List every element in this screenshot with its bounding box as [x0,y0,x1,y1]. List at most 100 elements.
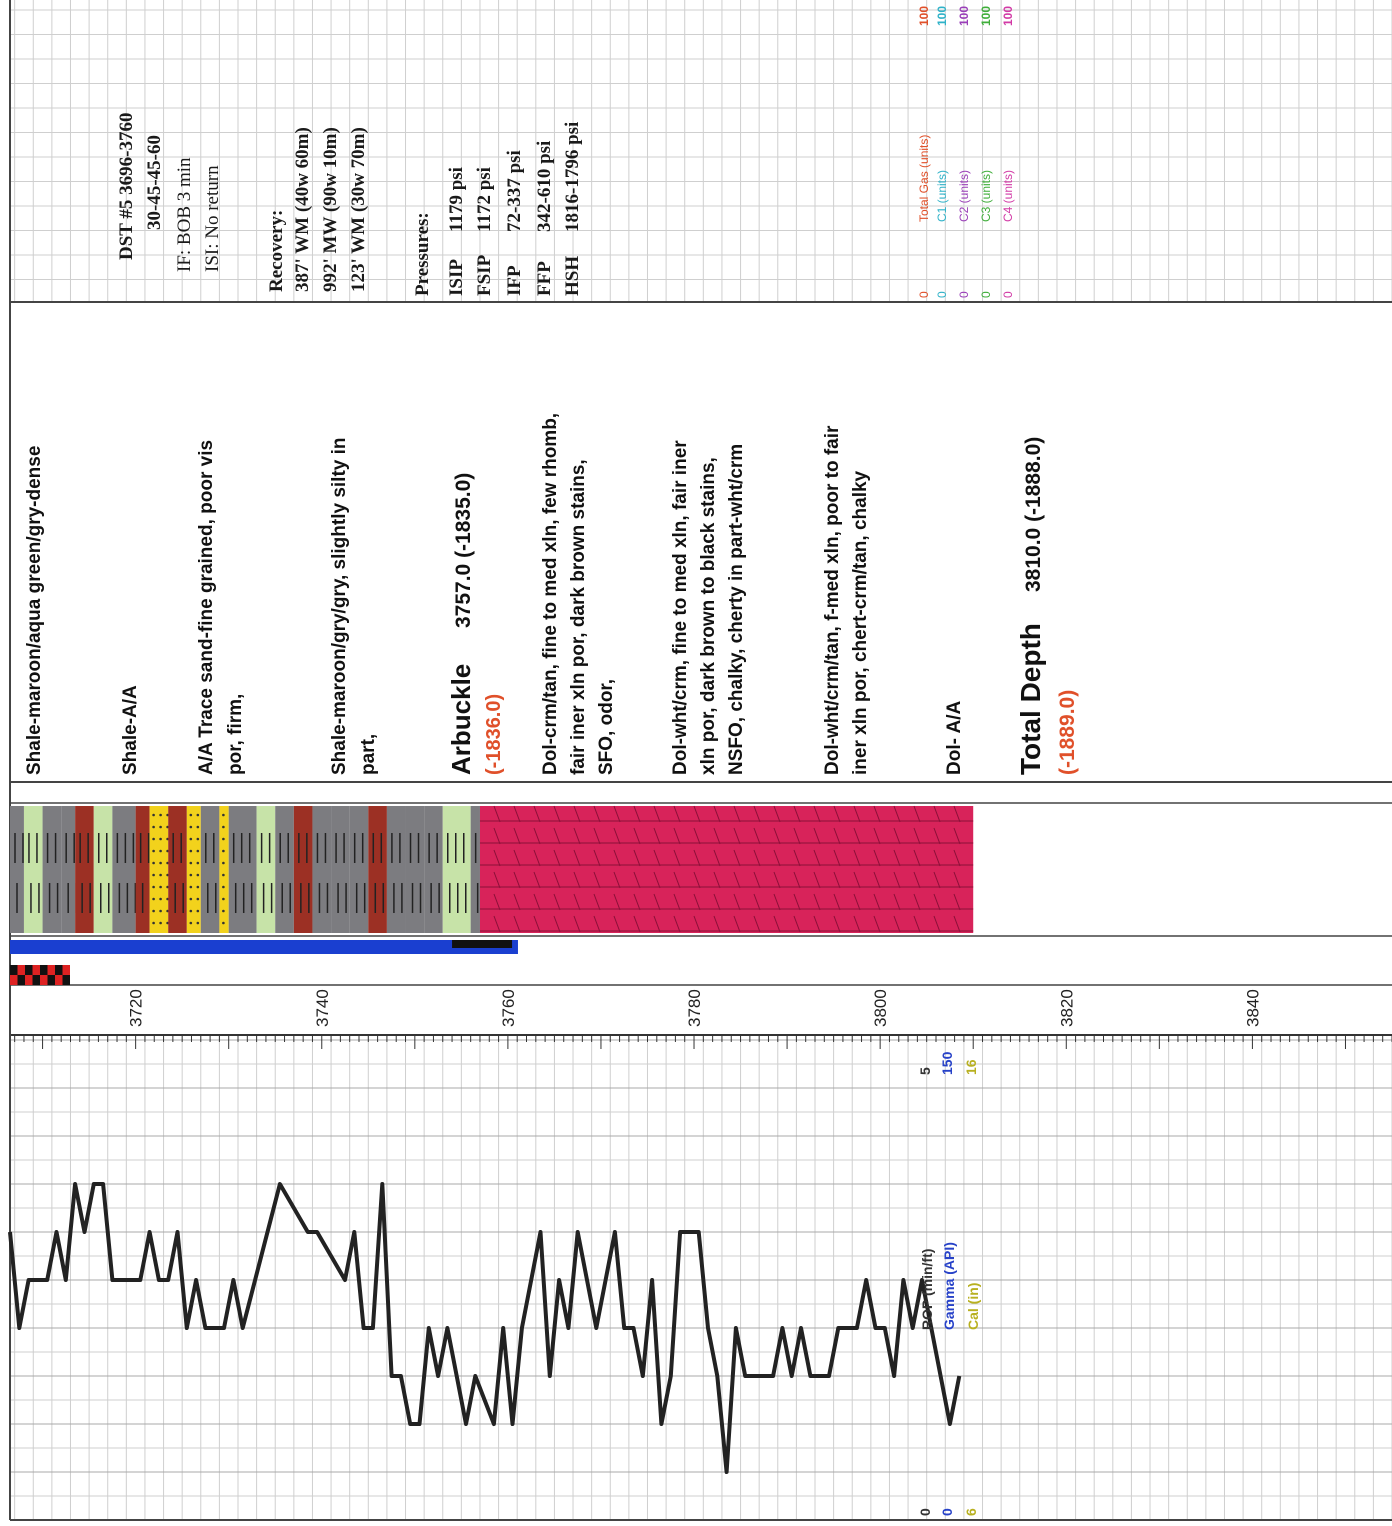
total-depth-name: Total Depth [1015,623,1046,775]
dolomite-pattern [633,827,641,845]
sand-dot [189,825,193,829]
lithology-segment [424,806,443,933]
depth-label: 3780 [685,989,704,1027]
gas-curve-max: 100 [935,6,949,26]
description-line: fair iner xln por, dark brown stains, [568,459,589,775]
dolomite-pattern [633,915,641,933]
dst-line: HSH [562,256,583,296]
dst-line: FSIP [474,254,495,296]
dolomite-pattern [493,893,501,911]
dolomite-pattern [813,827,821,845]
gas-curve-min: 0 [979,291,993,298]
sand-dot [152,813,155,817]
dolomite-pattern [693,893,701,911]
curve-name-label: ROP (min/ft) [919,1249,935,1330]
lithology-segment [149,806,169,933]
dolomite-pattern [673,871,681,889]
dolomite-pattern [613,849,621,867]
dolomite-pattern [673,805,681,823]
dolomite-pattern [853,871,861,889]
dolomite-pattern [513,849,521,867]
gas-curve-name: Total Gas (units) [917,135,931,222]
lithology-segment [186,806,201,933]
formation-top-depth: 3757.0 (-1835.0) [452,473,475,628]
dolomite-pattern [833,915,841,933]
dolomite-pattern [773,805,781,823]
curve-name-label: Cal (in) [965,1283,981,1330]
dolomite-pattern [493,915,501,933]
dolomite-pattern [753,827,761,845]
checker-cell [32,965,40,975]
description-line: xln por, dark brown to black stains, [698,457,719,775]
dolomite-pattern [653,915,661,933]
dolomite-pattern [913,893,921,911]
checker-cell [47,965,55,975]
dst-line: DST #5 3696-3760 [116,113,137,260]
dolomite-pattern [893,871,901,889]
dolomite-pattern [733,849,741,867]
formation-top-subsea: (-1836.0) [483,694,505,775]
sand-dot [189,897,193,901]
dolomite-pattern [873,871,881,889]
dst-line: 1816-1796 psi [562,122,583,232]
dolomite-pattern [773,827,781,845]
description-track: Shale-maroon/aqua green/gry-dense Shale-A… [24,413,1079,775]
lithology-track [10,805,974,985]
gas-curve-min: 0 [935,291,949,298]
dolomite-pattern [593,871,601,889]
dolomite-pattern [933,893,941,911]
dolomite-pattern [893,849,901,867]
dolomite-pattern [653,893,661,911]
sand-dot [222,885,225,889]
dolomite-pattern [633,893,641,911]
sand-dot [196,813,200,817]
dolomite-pattern [593,893,601,911]
dolomite-pattern [633,849,641,867]
dolomite-pattern [593,915,601,933]
dolomite-pattern [613,893,621,911]
dolomite-pattern [793,827,801,845]
total-depth-subsea: (-1889.0) [1056,690,1079,775]
sand-dot [189,837,193,841]
scale-max: 16 [963,1059,979,1075]
dolomite-pattern [873,849,881,867]
gamma-bar-cap [452,940,513,948]
dolomite-pattern [513,827,521,845]
gas-curve-max: 100 [917,6,931,26]
depth-label: 3760 [499,989,518,1027]
dolomite-pattern [673,893,681,911]
dolomite-pattern [753,805,761,823]
description-line: Dol- A/A [944,700,965,775]
dolomite-pattern [933,827,941,845]
lithology-segment [386,806,406,933]
curve-name-label: Gamma (API) [941,1242,957,1330]
dolomite-pattern [873,915,881,933]
checker-cell [25,975,33,985]
dolomite-pattern [613,827,621,845]
dolomite-pattern [713,915,721,933]
dolomite-pattern [553,827,561,845]
sand-dot [189,885,193,889]
description-line: Dol-wht/crm/tan, f-med xln, poor to fair [822,425,843,775]
lithology-segment [23,806,43,933]
dolomite-pattern [893,915,901,933]
dolomite-pattern [793,849,801,867]
checker-cell [55,975,63,985]
dolomite-pattern [653,849,661,867]
formation-top-name: Arbuckle [446,664,476,775]
sand-dot [196,885,200,889]
lithology-segment [479,806,974,933]
dolomite-pattern [913,827,921,845]
dolomite-pattern [893,827,901,845]
gamma-bar [10,940,518,954]
lithology-segment [442,806,471,933]
lithology-segment [368,806,387,933]
description-line: Dol-wht/crm, fine to med xln, fair iner [670,440,691,775]
dolomite-pattern [773,893,781,911]
sand-dot [189,921,193,925]
sand-dot [152,885,155,889]
dolomite-pattern [833,805,841,823]
dolomite-pattern [933,871,941,889]
dolomite-pattern [693,827,701,845]
